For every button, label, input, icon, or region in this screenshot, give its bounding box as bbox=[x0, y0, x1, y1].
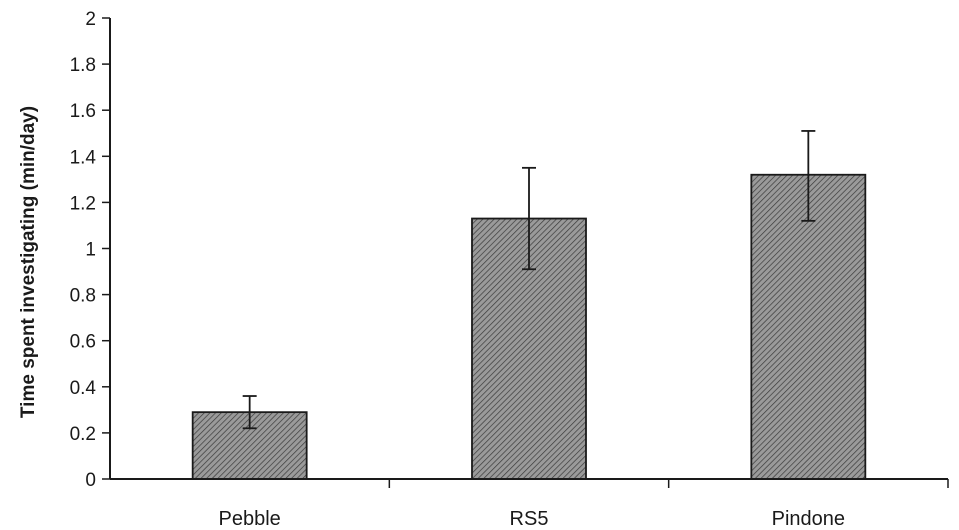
x-axis-categories: Pebble RS5 Pindone bbox=[219, 479, 949, 530]
y-tick-label: 0.8 bbox=[70, 286, 96, 307]
x-category-label: Pindone bbox=[772, 508, 845, 530]
y-tick-label: 1.4 bbox=[70, 147, 97, 168]
error-bars bbox=[242, 130, 816, 430]
y-tick-label: 1.8 bbox=[70, 55, 96, 76]
y-tick-label: 0 bbox=[85, 470, 96, 491]
y-axis-label: Time spent investigating (min/day) bbox=[18, 106, 39, 418]
y-tick-label: 0.6 bbox=[70, 332, 96, 353]
y-tick-label: 2 bbox=[85, 9, 96, 30]
y-tick-label: 1 bbox=[85, 240, 96, 261]
bar-pindone bbox=[750, 173, 867, 480]
y-axis-ticks: 0 0.2 0.4 0.6 0.8 1 1.2 1.4 1.6 1.8 2 bbox=[70, 9, 110, 491]
x-category-label: RS5 bbox=[510, 508, 549, 530]
y-tick-label: 1.2 bbox=[70, 193, 96, 214]
y-tick-label: 0.4 bbox=[70, 378, 97, 399]
y-tick-label: 1.6 bbox=[70, 101, 96, 122]
y-tick-label: 0.2 bbox=[70, 424, 96, 445]
x-category-label: Pebble bbox=[219, 508, 281, 530]
